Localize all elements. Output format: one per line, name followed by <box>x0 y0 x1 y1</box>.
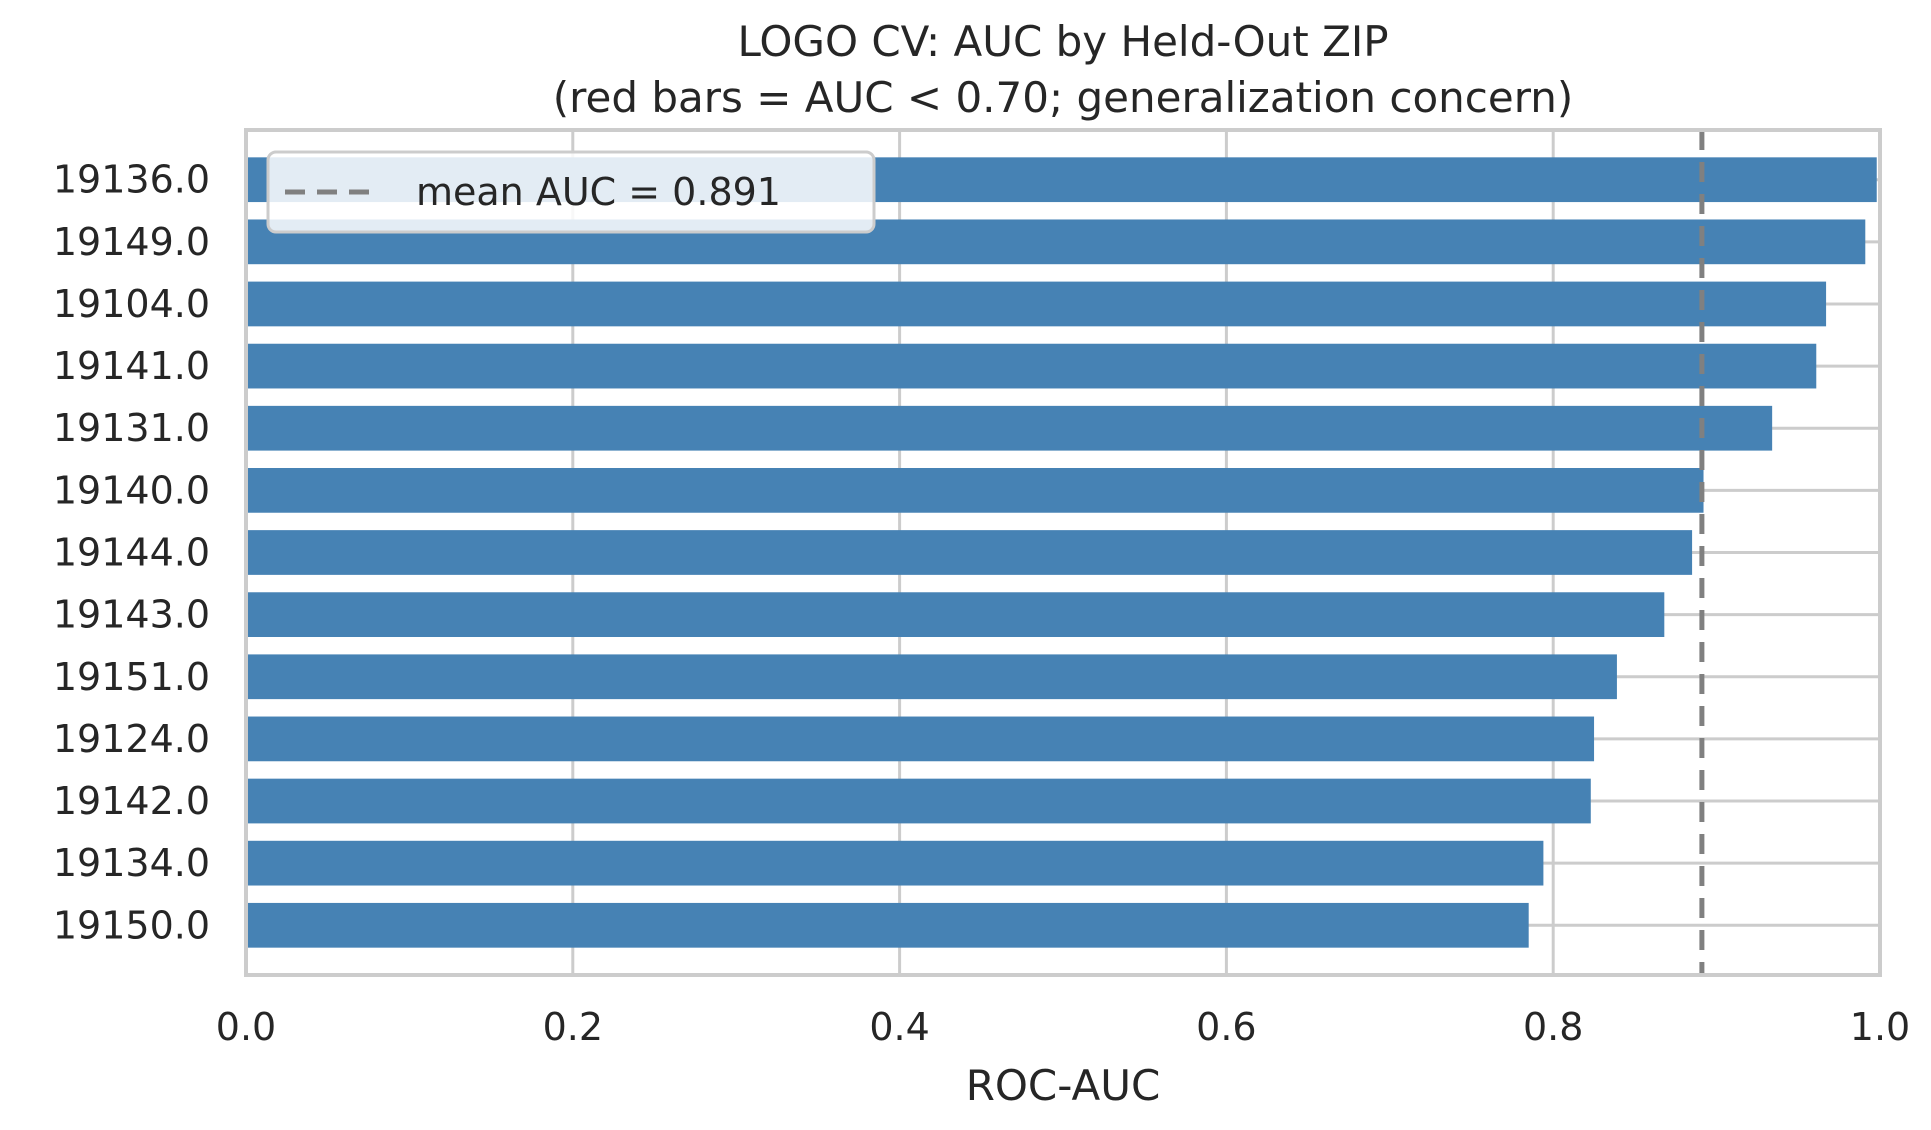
x-tick-label: 0.8 <box>1523 1005 1583 1049</box>
y-tick-label: 19131.0 <box>53 406 210 450</box>
bar <box>246 592 1665 637</box>
y-tick-label: 19140.0 <box>53 468 210 512</box>
y-tick-label: 19124.0 <box>53 717 210 761</box>
bars <box>246 157 1877 948</box>
bar <box>246 654 1617 700</box>
bar <box>246 902 1529 948</box>
chart-title-line-2: (red bars = AUC < 0.70; generalization c… <box>553 73 1574 122</box>
x-tick-label: 0.2 <box>543 1005 603 1049</box>
y-tick-label: 19141.0 <box>53 344 210 388</box>
bar <box>246 281 1827 327</box>
y-tick-label: 19142.0 <box>53 779 210 823</box>
x-tick-label: 1.0 <box>1850 1005 1910 1049</box>
y-tick-label: 19151.0 <box>53 655 210 699</box>
bar <box>246 530 1693 575</box>
bar <box>246 405 1773 451</box>
x-tick-label: 0.0 <box>216 1005 276 1049</box>
y-tick-label: 19136.0 <box>53 158 210 202</box>
x-axis-label: ROC-AUC <box>966 1061 1161 1110</box>
bar <box>246 468 1704 513</box>
y-tick-label: 19143.0 <box>53 593 210 637</box>
y-tick-label: 19134.0 <box>53 841 210 885</box>
y-tick-label: 19144.0 <box>53 531 210 575</box>
x-tick-label: 0.4 <box>869 1005 929 1049</box>
y-tick-labels: 19136.0 19149.0 19104.0 19141.0 19131.0 19140… <box>53 158 210 948</box>
legend-label: mean AUC = 0.891 <box>416 170 781 214</box>
bar <box>246 840 1544 886</box>
x-tick-label: 0.6 <box>1196 1005 1256 1049</box>
bar <box>246 343 1817 389</box>
plot-frame <box>244 128 1882 977</box>
y-tick-label: 19150.0 <box>53 903 210 947</box>
y-tick-label: 19104.0 <box>53 282 210 326</box>
chart-title-line-1: LOGO CV: AUC by Held-Out ZIP <box>737 17 1388 66</box>
bar <box>246 778 1591 824</box>
bar <box>246 716 1595 762</box>
legend-box <box>266 150 876 234</box>
legend: mean AUC = 0.891 <box>266 150 876 234</box>
y-tick-label: 19149.0 <box>53 220 210 264</box>
x-tick-labels: 0.0 0.2 0.4 0.6 0.8 1.0 <box>216 1005 1910 1049</box>
